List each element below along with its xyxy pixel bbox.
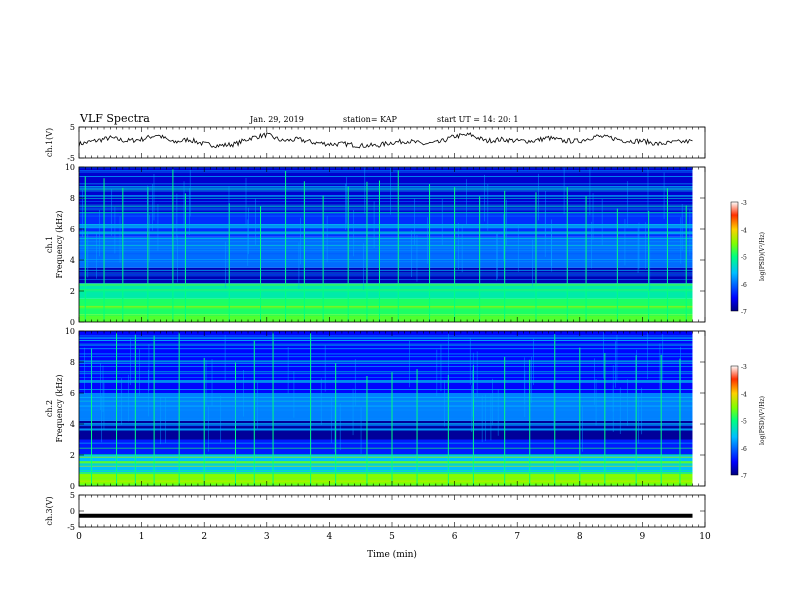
colorbar-tick-label: -5	[741, 419, 747, 426]
y-tick-label: 0	[70, 318, 75, 327]
frequency-band	[79, 314, 693, 322]
colorbar-tick-label: -7	[741, 473, 747, 480]
y-tick-label: 5	[70, 123, 75, 132]
y-axis-label: Frequency (kHz)	[55, 374, 64, 442]
ch1-spectrogram-colorbar: -3 -4 -5 -6 -7 log(PSD)(V²/Hz)	[730, 200, 766, 316]
colorbar-tick-label: -4	[741, 227, 747, 234]
frequency-band	[79, 283, 693, 299]
colorbar-scale	[730, 365, 739, 476]
x-tick-label: 2	[201, 532, 207, 542]
frequency-band	[79, 167, 693, 214]
ch1-waveform-panel	[78, 126, 706, 159]
x-tick-label: 1	[139, 532, 145, 542]
ch1-spectrogram-y-axis: 0 2 4 6 8 10 ch.1 Frequency (kHz)	[45, 163, 705, 327]
x-tick-label: 7	[514, 532, 520, 542]
panel-frame	[78, 494, 706, 528]
ch1-series-line	[78, 132, 693, 149]
ch2-spectrogram-colorbar: -3 -4 -5 -6 -7 log(PSD)(V²/Hz)	[730, 364, 766, 480]
y-tick-label: -5	[67, 523, 75, 532]
ch2-spectrogram-y-axis: 0 2 4 6 8 10 ch.2 Frequency (kHz)	[45, 327, 705, 491]
ch3-waveform-panel: Time (min)	[78, 494, 706, 560]
y-tick-label: 10	[65, 163, 75, 172]
x-tick-label: 9	[640, 532, 646, 542]
colorbar-tick-label: -3	[741, 364, 747, 371]
y-tick-label: 0	[70, 482, 75, 491]
figure-title: VLF Spectra	[80, 112, 150, 125]
x-ticks	[78, 331, 706, 486]
y-tick-label: 6	[70, 225, 75, 234]
colorbar-scale	[730, 201, 739, 312]
x-tick-label: 10	[699, 532, 711, 542]
station-label: station= KAP	[343, 115, 397, 124]
colorbar-tick-label: -6	[741, 282, 747, 289]
ch1-waveform-y-axis: 5 -5 ch.1(V)	[45, 123, 705, 163]
colorbar-tick-label: -3	[741, 200, 747, 207]
x-tick-label: 5	[389, 532, 395, 542]
y-tick-label: -5	[67, 154, 75, 163]
colorbar-label: log(PSD)(V²/Hz)	[759, 396, 766, 445]
y-tick-label: 4	[70, 256, 75, 265]
x-tick-label: 8	[577, 532, 583, 542]
date-label: Jan. 29, 2019	[250, 115, 304, 124]
y-tick-label: 5	[70, 491, 75, 500]
y-axis-label: ch.1(V)	[45, 128, 54, 157]
x-tick-label: 6	[452, 532, 458, 542]
x-tick-label: 0	[76, 532, 82, 542]
y-axis-label: ch.1	[45, 236, 54, 253]
panel-frame	[78, 126, 706, 159]
y-tick-label: 6	[70, 389, 75, 398]
x-ticks: 0 1 2 3 4 5 6 7 8 9 10	[76, 495, 711, 542]
ch1-spectrogram-panel	[78, 166, 706, 323]
y-axis-label: Frequency (kHz)	[55, 210, 64, 278]
frequency-band	[79, 455, 693, 474]
frequency-band	[79, 473, 693, 486]
colorbar-tick-label: -5	[741, 255, 747, 262]
ch3-waveform-y-axis: 5 0 -5 ch.3(V)	[45, 491, 705, 532]
y-axis-label: ch.2	[45, 400, 54, 417]
colorbar-label: log(PSD)(V²/Hz)	[759, 232, 766, 281]
x-ticks	[78, 127, 706, 158]
y-tick-label: 2	[70, 287, 75, 296]
y-axis-label: ch.3(V)	[45, 496, 54, 525]
start-time-label: start UT = 14: 20: 1	[437, 115, 519, 124]
colorbar-tick-label: -7	[741, 309, 747, 316]
x-tick-label: 4	[327, 532, 333, 542]
x-ticks	[78, 167, 706, 322]
frequency-band	[79, 439, 693, 455]
x-axis-label: Time (min)	[367, 549, 417, 560]
y-tick-label: 8	[70, 194, 75, 203]
ch2-spectrogram-panel	[78, 330, 706, 487]
x-tick-label: 3	[264, 532, 270, 542]
colorbar-tick-label: -4	[741, 391, 747, 398]
y-tick-label: 8	[70, 358, 75, 367]
y-tick-label: 10	[65, 327, 75, 336]
y-tick-label: 0	[70, 507, 75, 516]
y-tick-label: 2	[70, 451, 75, 460]
colorbar-tick-label: -6	[741, 446, 747, 453]
y-tick-label: 4	[70, 420, 75, 429]
